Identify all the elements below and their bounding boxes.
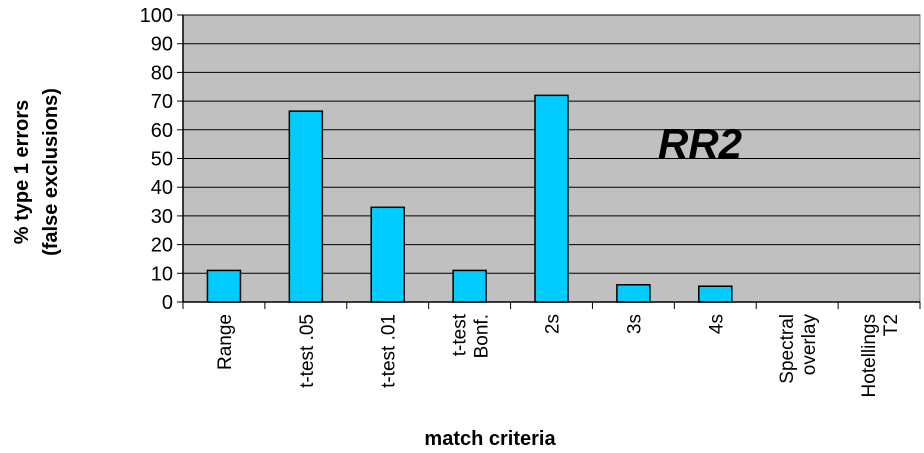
y-axis-title: % type 1 errors (false exclusions) — [11, 88, 62, 256]
x-category-label: Range — [215, 314, 236, 370]
bar — [534, 94, 569, 303]
y-tick-label: 50 — [151, 149, 173, 171]
bar — [616, 284, 651, 303]
y-tick-label: 40 — [151, 177, 173, 199]
x-category-label: Hotellings T2 — [859, 314, 902, 397]
x-category-label-line: t-test .01 — [379, 314, 400, 388]
x-category-label-line: overlay — [799, 314, 820, 376]
y-tick-label: 0 — [162, 292, 173, 314]
bar — [288, 110, 324, 303]
x-category-label: 3s — [624, 314, 645, 334]
axes — [177, 14, 921, 309]
y-tick-label: 20 — [151, 235, 173, 257]
x-category-label: t-test Bonf. — [450, 313, 493, 358]
y-tick-label: 70 — [151, 91, 173, 113]
bar — [452, 269, 487, 303]
y-tick-label: 80 — [151, 62, 173, 84]
x-category-label-line: t-test .05 — [297, 314, 318, 388]
x-category-label: 4s — [706, 314, 727, 334]
x-category-label-line: 4s — [706, 314, 727, 334]
bar — [698, 285, 733, 303]
y-axis-title-line-1: % type 1 errors — [11, 100, 33, 245]
x-category-label-line: Hotellings — [859, 314, 880, 397]
y-axis-title-line-2: (false exclusions) — [40, 88, 62, 256]
y-tick-label: 10 — [151, 263, 173, 285]
y-tick-labels: 0 10 20 30 40 50 60 70 80 90 100 — [140, 5, 173, 314]
chart-annotation: RR2 — [658, 120, 742, 167]
x-category-label: 2s — [543, 314, 564, 334]
x-category-label-line: Bonf. — [472, 314, 493, 358]
bar — [206, 269, 242, 303]
x-category-label-line: T2 — [881, 314, 902, 336]
x-category-label-line: Range — [215, 314, 236, 370]
x-category-label-line: t-test — [450, 313, 471, 356]
x-axis-title: match criteria — [424, 428, 556, 450]
y-tick-label: 30 — [151, 206, 173, 228]
x-category-labels: Range t-test .05 t-test .01 t-test Bonf. 2s 3s… — [215, 313, 902, 397]
x-category-label: Spectral overlay — [777, 314, 820, 384]
x-category-label: t-test .05 — [297, 314, 318, 388]
bar — [370, 206, 405, 303]
x-category-label: t-test .01 — [379, 314, 400, 388]
y-tick-label: 90 — [151, 34, 173, 56]
x-category-label-line: 3s — [624, 314, 645, 334]
x-category-label-line: Spectral — [777, 314, 798, 384]
y-tick-label: 60 — [151, 120, 173, 142]
y-tick-label: 100 — [140, 5, 173, 27]
x-category-label-line: 2s — [543, 314, 564, 334]
